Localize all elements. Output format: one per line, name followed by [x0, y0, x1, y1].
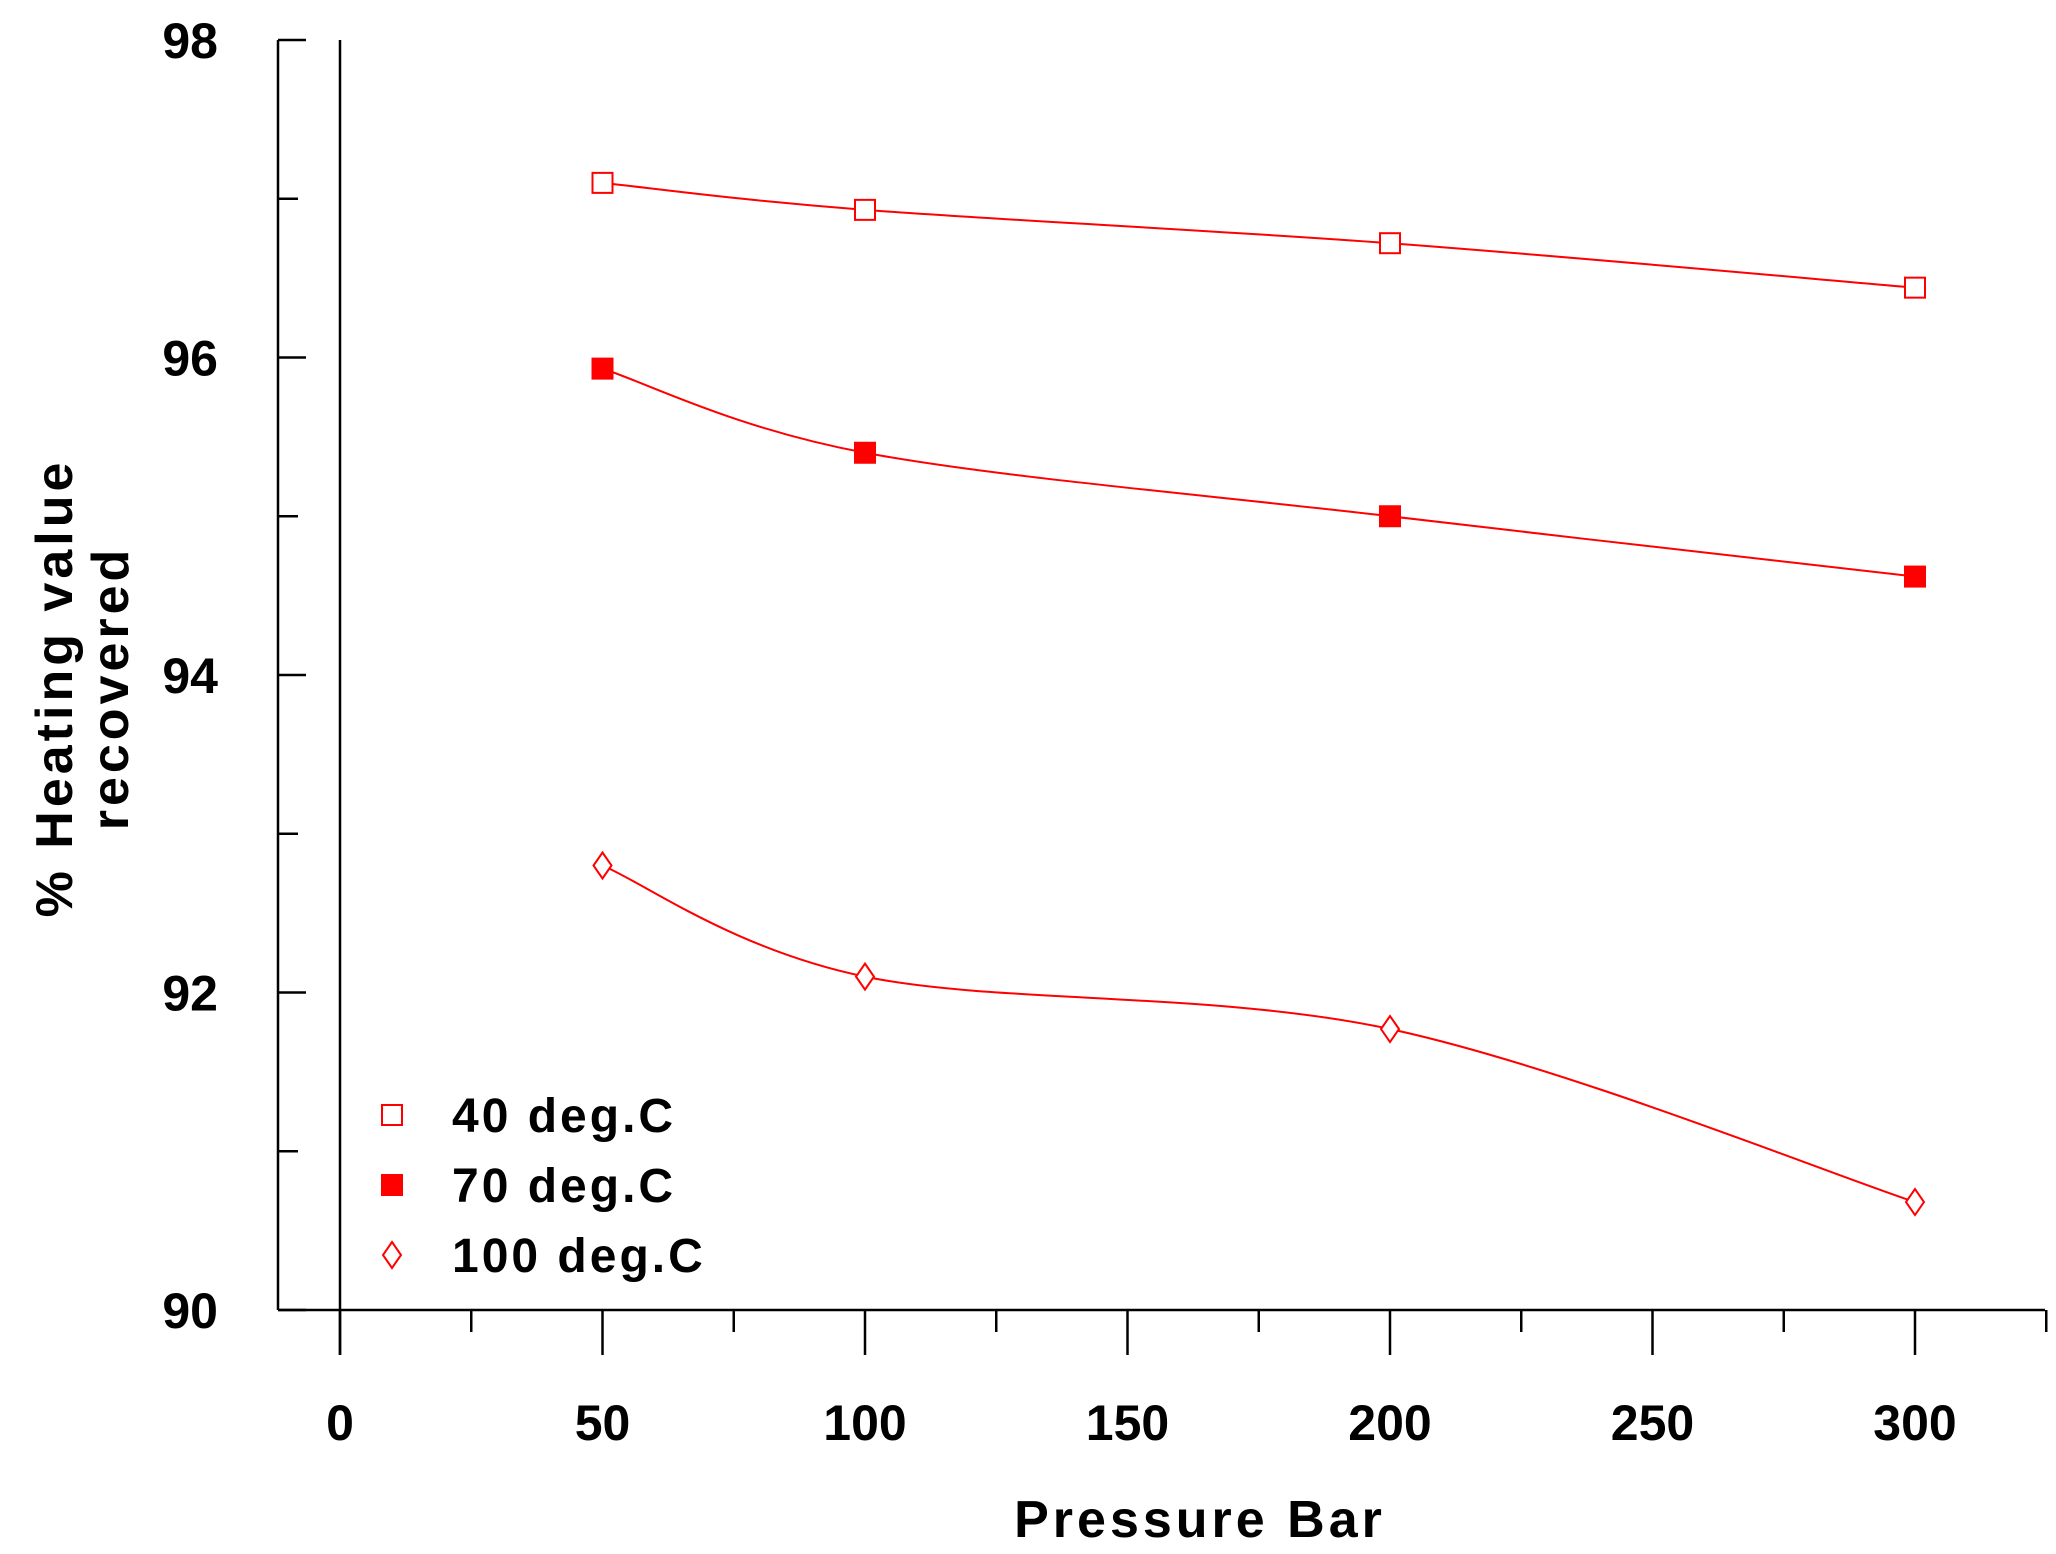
x-axis-label: Pressure Bar — [1014, 1491, 1386, 1549]
x-tick-label: 300 — [1873, 1395, 1956, 1451]
data-point-series-2 — [854, 441, 876, 464]
data-point-series-1 — [591, 171, 614, 194]
x-tick-label: 50 — [575, 1395, 631, 1451]
y-tick-label: 92 — [162, 966, 218, 1022]
series-line-2 — [602, 367, 1916, 578]
data-point-series-3 — [854, 961, 876, 992]
x-tick-label: 150 — [1086, 1395, 1169, 1451]
legend-label-3: 100 deg.C — [452, 1230, 706, 1283]
y-tick-label: 94 — [162, 648, 218, 704]
axes — [276, 40, 2045, 1355]
legend-marker-2 — [381, 1174, 403, 1196]
data-point-series-3 — [1904, 1187, 1926, 1217]
x-tick-label: 100 — [823, 1395, 906, 1451]
y-tick-label: 96 — [162, 331, 218, 387]
legend: 40 deg.C 70 deg.C 100 deg.C — [381, 1090, 706, 1283]
data-point-series-2 — [1379, 505, 1401, 528]
y-tick-label: 90 — [162, 1283, 218, 1339]
series-line-1 — [602, 181, 1916, 289]
x-axis-ticks: 0 50 100 150 200 250 300 — [326, 1310, 2048, 1451]
data-point-series-1 — [1904, 276, 1926, 299]
series-line-3 — [602, 864, 1916, 1203]
y-axis-label-line-2: recovered — [82, 546, 140, 831]
legend-marker-3 — [381, 1240, 403, 1270]
x-tick-label: 250 — [1611, 1395, 1694, 1451]
data-point-series-1 — [854, 198, 876, 221]
series-lines — [602, 181, 1916, 1203]
legend-marker-1 — [381, 1104, 403, 1126]
data-point-series-3 — [592, 850, 613, 881]
data-point-series-2 — [591, 357, 614, 380]
legend-label-1: 40 deg.C — [452, 1090, 676, 1143]
data-point-series-1 — [1379, 232, 1401, 255]
x-tick-label: 200 — [1348, 1395, 1431, 1451]
data-point-series-3 — [1379, 1014, 1401, 1044]
y-tick-label: 98 — [162, 13, 218, 69]
data-point-series-2 — [1904, 565, 1926, 588]
y-axis-ticks: 90 92 94 96 98 — [162, 13, 306, 1339]
y-axis-label-line-1: % Heating value — [26, 459, 84, 918]
x-tick-label: 0 — [326, 1395, 354, 1451]
legend-label-2: 70 deg.C — [452, 1160, 676, 1213]
series-markers — [591, 171, 1926, 1217]
